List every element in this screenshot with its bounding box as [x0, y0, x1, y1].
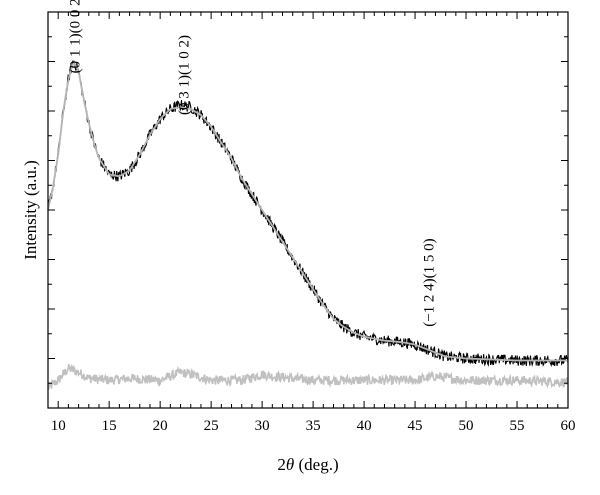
x-axis-label-prefix: 2	[277, 455, 286, 474]
x-axis-label-symbol: θ	[286, 455, 294, 474]
series-measured-line	[47, 60, 569, 368]
y-axis-ticks	[48, 36, 568, 384]
x-tick-label: 15	[102, 418, 117, 434]
x-axis-label: 2θ (deg.)	[277, 455, 338, 474]
x-axis-tick-labels: 10 15 20 25 30 35 40 45 50 55 60	[51, 418, 576, 434]
y-axis-label: Intensity (a.u.)	[21, 160, 40, 260]
peak-annotation: (0 1 1)(0 0 2)	[68, 0, 84, 73]
peak-annotations: (0 1 1)(0 0 2) (0 3 1)(1 0 2) (−1 2 4)(1 5…	[68, 0, 438, 327]
x-tick-label: 10	[51, 418, 66, 434]
plot-content	[47, 60, 569, 390]
series-background-line	[47, 363, 569, 390]
x-tick-label: 25	[204, 418, 219, 434]
series-fit-line	[47, 60, 568, 362]
x-tick-label: 55	[510, 418, 525, 434]
peak-annotation: (0 3 1)(1 0 2)	[177, 35, 193, 115]
x-tick-label: 30	[255, 418, 270, 434]
x-tick-label: 20	[153, 418, 168, 434]
peak-annotation: (−1 2 4)(1 5 0)	[421, 238, 437, 326]
plot-frame	[47, 11, 569, 409]
x-tick-label: 40	[357, 418, 372, 434]
x-tick-label: 50	[459, 418, 474, 434]
x-axis-label-suffix: (deg.)	[294, 455, 338, 474]
x-tick-label: 60	[561, 418, 576, 434]
x-tick-label: 45	[408, 418, 423, 434]
x-axis-ticks	[57, 12, 569, 408]
x-tick-label: 35	[306, 418, 321, 434]
